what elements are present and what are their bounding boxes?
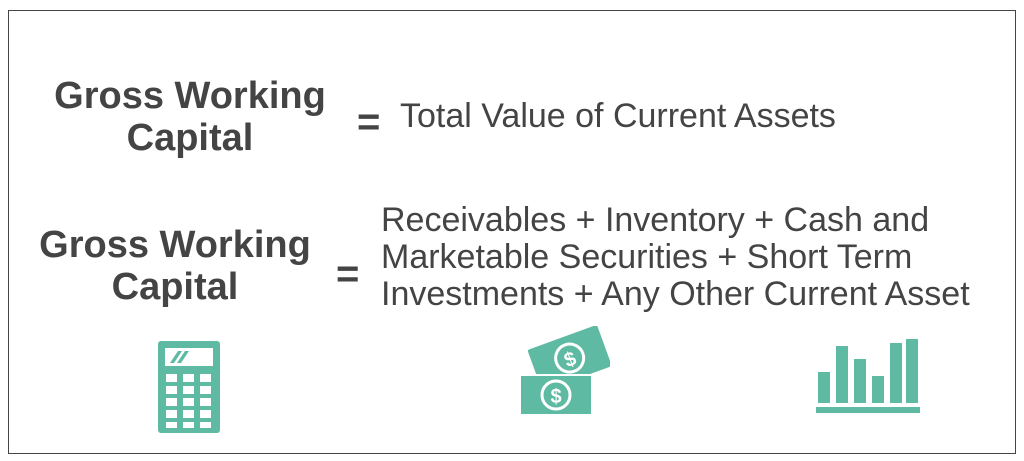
money-icon: $ $ <box>518 326 610 414</box>
formula-2-term-line2: Capital <box>111 266 239 308</box>
formula-1-rhs: Total Value of Current Assets <box>400 98 836 135</box>
formula-2-rhs-line3: Investments + Any Other Current Asset <box>381 275 970 313</box>
svg-text:$: $ <box>550 386 561 408</box>
formula-2-rhs: Receivables + Inventory + Cash and Marke… <box>381 202 970 313</box>
formula-1-equals: = <box>357 100 381 144</box>
formula-2-term-line1: Gross Working <box>39 224 311 266</box>
formula-2-term: Gross Working Capital <box>25 224 325 308</box>
formula-2-equals: = <box>336 252 360 296</box>
formula-1-term-line1: Gross Working <box>54 75 326 117</box>
formula-2-rhs-line2: Marketable Securities + Short Term <box>381 238 913 276</box>
formula-1-term-line2: Capital <box>126 117 254 159</box>
formula-1-rhs-line1: Total Value of Current Assets <box>400 97 836 135</box>
formula-1-term: Gross Working Capital <box>40 75 340 159</box>
formula-2-rhs-line1: Receivables + Inventory + Cash and <box>381 201 930 239</box>
calculator-icon <box>158 341 220 433</box>
bar-chart-icon <box>816 339 920 413</box>
